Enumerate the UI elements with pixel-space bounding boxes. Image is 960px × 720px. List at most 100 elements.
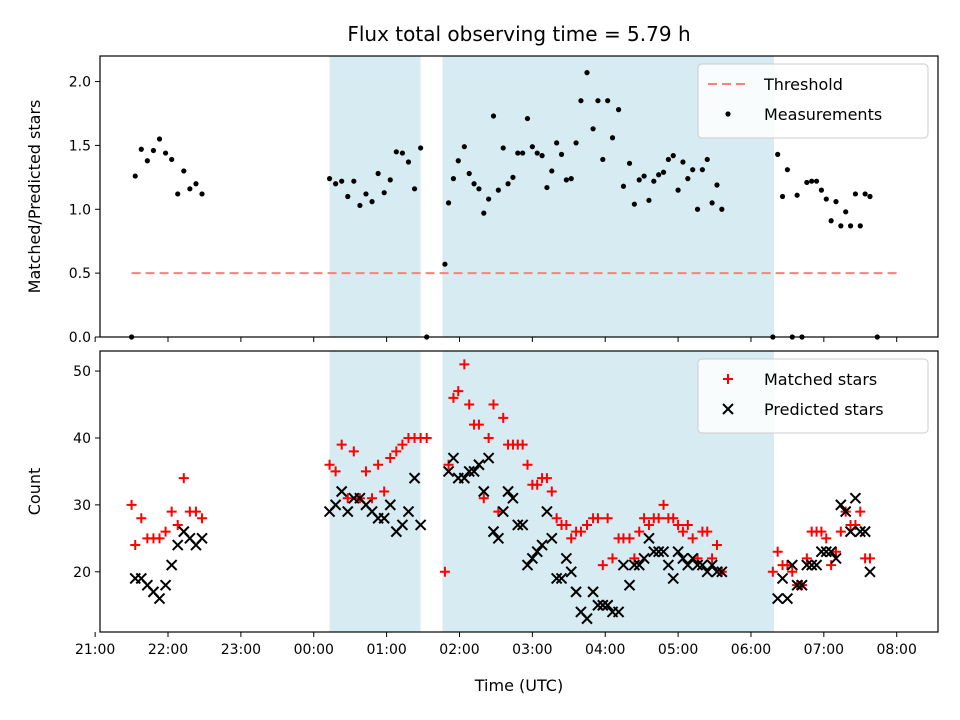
measurement-point (694, 206, 701, 212)
matched-star-point (668, 513, 679, 524)
predicted-star-point (531, 546, 543, 558)
predicted-star-point (502, 485, 514, 498)
measurement-point (450, 176, 457, 182)
measurement-point (351, 178, 357, 184)
measurement-point (609, 135, 616, 141)
matched-star-point (498, 412, 509, 423)
legend: Threshold Measurements (697, 63, 929, 139)
measurement-point (515, 150, 521, 156)
measurement-point (779, 193, 786, 200)
matched-star-point (855, 506, 866, 517)
measurement-point (455, 158, 461, 164)
y-tick-label: 0.0 (69, 330, 91, 346)
predicted-star-point (442, 465, 455, 478)
measurement-point (615, 107, 622, 113)
matched-star-point (160, 526, 171, 537)
predicted-star-point (507, 492, 519, 504)
matched-star-point (488, 399, 499, 410)
predicted-star-point (597, 599, 609, 611)
measurement-point (418, 145, 424, 151)
measurement-point (573, 140, 579, 146)
matched-star-point (546, 486, 557, 497)
matched-star-point (136, 513, 147, 524)
matched-star-point (336, 439, 347, 450)
matched-star-point (629, 553, 640, 564)
matched-star-point (385, 453, 396, 464)
measurement-point (675, 187, 681, 193)
measurement-point (150, 147, 157, 154)
matched-star-point (682, 519, 693, 530)
x-tick-label: 07:00 (804, 642, 844, 658)
matched-star-point (448, 392, 459, 403)
y-tick-label: 40 (73, 431, 91, 447)
measurement-point (568, 176, 574, 182)
measurement-point (375, 170, 381, 177)
x-tick-label: 02:00 (439, 642, 479, 658)
predicted-star-point (652, 546, 665, 558)
measurement-point (719, 206, 725, 212)
x-tick-label: 21:00 (75, 642, 115, 658)
predicted-star-point (830, 552, 842, 565)
measurement-point (405, 159, 412, 165)
legend-label: Threshold (763, 75, 843, 94)
predicted-star-point (628, 559, 641, 571)
measurement-point (833, 199, 839, 205)
matched-star-point (607, 553, 618, 564)
matched-star-point (639, 513, 650, 524)
matched-star-point (597, 560, 608, 571)
series-measurements (128, 70, 880, 340)
measurement-point (333, 181, 339, 187)
y-tick-label: 50 (73, 364, 91, 380)
measurement-point (345, 193, 351, 200)
x-axis-label: Time (UTC) (474, 676, 563, 695)
measurement-point (823, 196, 829, 202)
x-tick-label: 04:00 (585, 642, 625, 658)
predicted-star-point (555, 572, 568, 585)
measurement-point (620, 183, 627, 189)
predicted-star-point (468, 465, 480, 478)
predicted-star-point (458, 472, 471, 484)
matched-star-point (624, 533, 635, 544)
predicted-star-point (521, 559, 534, 571)
predicted-star-point (638, 552, 650, 565)
measurement-point (357, 202, 363, 209)
predicted-star-point (686, 552, 699, 565)
x-tick-label: 22:00 (148, 642, 188, 658)
matched-star-point (707, 553, 718, 564)
legend-label: Matched stars (764, 370, 877, 389)
matched-star-point (643, 519, 654, 530)
measurement-point (156, 136, 163, 142)
matched-star-point (826, 560, 837, 571)
x-tick-label: 00:00 (294, 642, 334, 658)
measurement-point (685, 176, 691, 182)
predicted-star-point (546, 532, 558, 545)
matched-star-point (702, 526, 713, 537)
predicted-star-point (776, 572, 789, 585)
measurement-point (339, 178, 345, 184)
predicted-star-point (492, 532, 505, 545)
legend-matched-swatch (723, 374, 733, 384)
measurement-point (363, 191, 369, 197)
predicted-star-point (815, 546, 828, 558)
predicted-star-point (633, 559, 645, 571)
legend-predicted-swatch (722, 403, 734, 415)
matched-star-point (166, 506, 177, 517)
predicted-star-point (617, 559, 630, 571)
measurement-point (558, 151, 565, 157)
predicted-star-point (592, 599, 604, 611)
predicted-star-point (581, 612, 593, 625)
bottom-panel-counts: 21:00 22:00 23:00 00:00 01:00 02:00 03:00 04:00… (25, 350, 939, 695)
measurement-point (563, 177, 569, 183)
measurement-point (132, 173, 138, 179)
measurement-point (534, 150, 540, 156)
measurement-point (199, 191, 205, 197)
predicted-star-point (805, 559, 818, 571)
predicted-star-point (478, 485, 490, 498)
predicted-star-point (854, 525, 866, 538)
predicted-star-point (810, 559, 823, 571)
predicted-star-point (786, 559, 798, 571)
matched-star-point (459, 359, 470, 370)
matched-star-point (342, 493, 353, 504)
predicted-star-point (560, 552, 573, 565)
matched-star-point (522, 459, 533, 470)
